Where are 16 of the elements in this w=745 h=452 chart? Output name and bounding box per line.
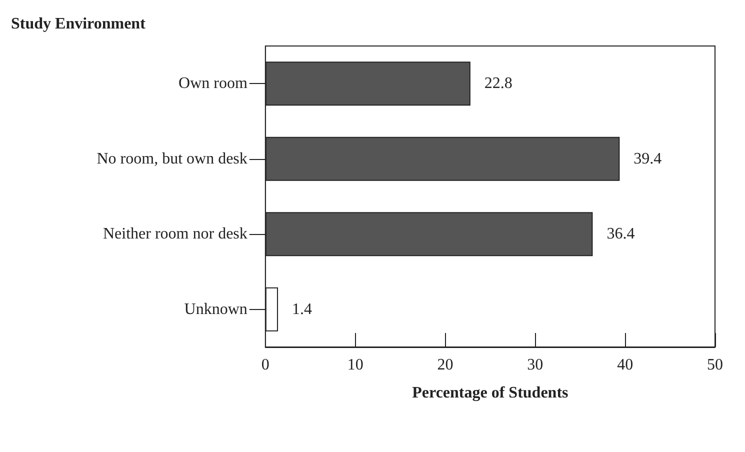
y-axis-title: Study Environment: [11, 16, 146, 32]
data-label: 36.4: [606, 226, 635, 243]
x-tick-label: 20: [437, 356, 454, 374]
x-tick-label: 30: [527, 356, 544, 374]
x-tick-label: 0: [261, 356, 270, 374]
data-label: 1.4: [292, 300, 312, 318]
x-tick-label: 50: [707, 356, 723, 374]
y-tick-label: Own room: [178, 75, 248, 92]
data-label: 39.4: [634, 150, 662, 168]
x-tick-label: 10: [347, 356, 364, 374]
x-axis-title: Percentage of Students: [412, 384, 568, 402]
x-tick-label: 40: [617, 356, 634, 374]
y-tick-label: Unknown: [184, 300, 248, 318]
y-tick-label: Neither room nor desk: [103, 226, 248, 243]
data-label: 22.8: [484, 75, 512, 92]
y-tick-label: No room, but own desk: [96, 150, 248, 168]
